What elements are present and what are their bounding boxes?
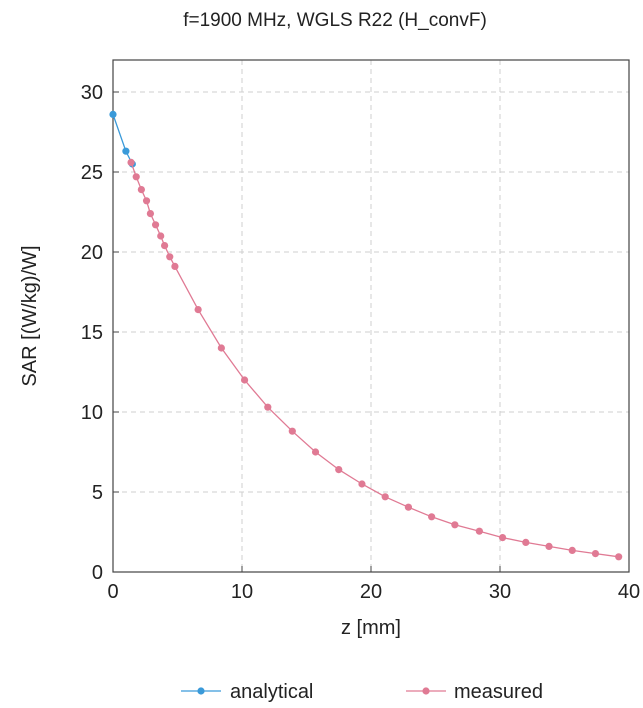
data-point-measured [217,344,225,352]
y-tick-label: 25 [81,162,103,184]
x-tick-label: 40 [618,581,640,603]
data-point-measured [591,550,600,558]
data-point-measured [404,503,413,511]
data-point-measured [358,480,366,488]
data-point-measured [240,376,249,384]
data-point-analytical [122,147,130,155]
data-point-measured [451,521,459,529]
legend-item-measured: measured [406,681,543,703]
series-layer [109,110,623,561]
data-point-measured [171,262,179,270]
data-point-measured [146,210,155,218]
legend-item-analytical: analytical [181,681,313,703]
legend-marker-analytical [197,687,205,695]
y-axis-label: SAR [(W/kg)/W] [19,245,41,386]
data-point-measured [166,253,174,261]
data-point-measured [335,466,343,474]
data-point-measured [161,242,169,250]
y-tick-label: 20 [81,242,103,264]
data-point-measured [151,221,160,229]
legend: analytical measured [181,681,543,703]
y-tick-label: 30 [81,82,103,104]
data-point-analytical [109,110,117,118]
x-axis-label: z [mm] [341,617,401,639]
data-point-measured [157,232,165,240]
data-point-measured [311,448,320,456]
data-point-measured [615,553,623,561]
data-point-measured [194,306,202,314]
data-point-measured [132,173,140,181]
data-point-measured [288,427,296,435]
legend-label-analytical: analytical [230,681,313,703]
data-point-measured [264,403,272,411]
ticks: 0 10 20 30 40 0 5 10 15 20 25 30 [81,82,640,603]
y-tick-label: 10 [81,402,103,424]
data-point-measured [381,493,389,501]
series-line-measured [130,162,619,558]
data-point-measured [498,534,507,542]
grid [113,60,629,572]
data-point-measured [522,538,530,547]
x-tick-label: 0 [107,581,118,603]
legend-label-measured: measured [454,681,543,703]
series-line-analytical [112,114,133,165]
data-point-measured [137,186,145,194]
legend-marker-measured [422,687,430,695]
data-point-measured [545,542,553,551]
data-point-measured [142,197,151,205]
x-tick-label: 10 [231,581,253,603]
data-point-measured [428,513,436,521]
y-tick-label: 5 [92,482,103,504]
data-point-measured [568,546,576,555]
x-tick-label: 20 [360,581,382,603]
y-tick-label: 0 [92,562,103,584]
chart-title: f=1900 MHz, WGLS R22 (H_convF) [183,10,487,31]
data-point-measured [475,527,483,535]
y-tick-label: 15 [81,322,103,344]
data-point-measured [127,158,135,166]
x-tick-label: 30 [489,581,511,603]
